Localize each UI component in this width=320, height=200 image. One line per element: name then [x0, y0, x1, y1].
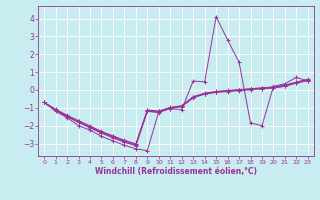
- X-axis label: Windchill (Refroidissement éolien,°C): Windchill (Refroidissement éolien,°C): [95, 167, 257, 176]
